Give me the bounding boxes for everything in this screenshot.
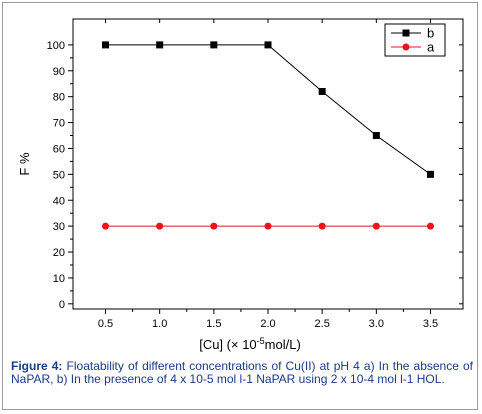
x-tick-label: 2.5	[315, 318, 330, 330]
line-chart: 0 10 20 30 40 50 60 70 80 90 100 0.5 1.0 1.5 2.0 2.5 3.0…	[17, 18, 464, 352]
y-tick-label: 30	[53, 221, 65, 233]
x-tick-label: 1.5	[206, 318, 221, 330]
data-point-a	[318, 222, 326, 230]
y-tick-label: 20	[53, 247, 65, 259]
x-axis-title-main: [Cu] (× 10	[199, 337, 256, 352]
chart-area: 0 10 20 30 40 50 60 70 80 90 100 0.5 1.0 1.5 2.0 2.5 3.0…	[3, 3, 479, 358]
legend-label-b: b	[427, 26, 434, 41]
x-tick-label: 3.0	[369, 318, 384, 330]
figure-caption: Figure 4: Floatability of different conc…	[11, 360, 473, 386]
y-tick-label: 60	[53, 143, 65, 155]
y-axis-title: F %	[17, 152, 32, 176]
figure-frame: 0 10 20 30 40 50 60 70 80 90 100 0.5 1.0 1.5 2.0 2.5 3.0…	[2, 2, 478, 410]
x-tick-label: 1.0	[152, 318, 167, 330]
y-tick-label: 40	[53, 195, 65, 207]
x-axis-title-tail: mol/L)	[265, 337, 301, 352]
legend-marker-a	[402, 43, 410, 51]
y-tick-label: 80	[53, 92, 65, 104]
plot-frame	[72, 18, 464, 310]
y-tick-label: 10	[53, 273, 65, 285]
x-axis-title-superscript: -5	[257, 336, 265, 346]
caption-text: Floatability of different concentrations…	[11, 359, 474, 386]
y-tick-label: 90	[53, 66, 65, 78]
data-point-b	[210, 41, 218, 49]
y-tick-label: 70	[53, 118, 65, 130]
y-tick-label: 0	[59, 299, 65, 311]
x-tick-label: 3.5	[423, 318, 438, 330]
data-point-a	[372, 222, 380, 230]
x-tick-label: 2.0	[260, 318, 275, 330]
legend-marker-b	[402, 29, 410, 37]
data-point-a	[427, 222, 434, 230]
x-tick-label: 0.5	[98, 318, 113, 330]
legend-label-a: a	[427, 40, 435, 55]
data-point-a	[102, 222, 109, 230]
data-point-b	[102, 41, 109, 49]
data-point-a	[264, 222, 272, 230]
series-line-b	[105, 44, 431, 175]
data-point-b	[372, 132, 380, 140]
data-point-b	[264, 41, 272, 49]
data-point-a	[156, 222, 164, 230]
y-tick-label: 100	[47, 40, 65, 52]
caption-label: Figure 4:	[11, 359, 63, 373]
legend-box	[384, 23, 446, 57]
y-tick-label: 50	[53, 169, 65, 181]
data-point-b	[156, 41, 164, 49]
data-point-b	[318, 88, 326, 95]
data-point-a	[210, 222, 218, 230]
data-point-b	[427, 170, 434, 178]
x-axis-title: [Cu] (× 10-5mol/L)	[199, 336, 301, 352]
